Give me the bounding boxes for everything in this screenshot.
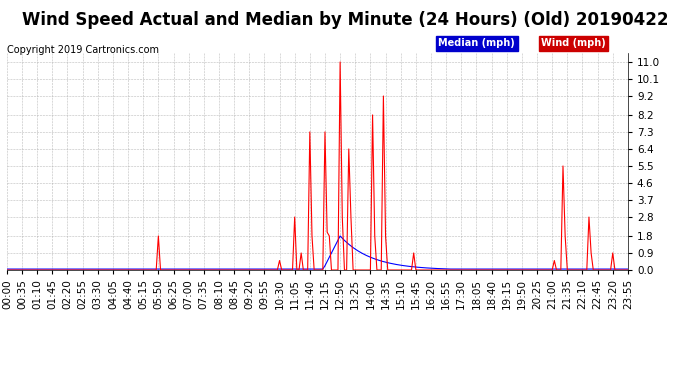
Text: Wind Speed Actual and Median by Minute (24 Hours) (Old) 20190422: Wind Speed Actual and Median by Minute (… [22, 11, 668, 29]
Text: Wind (mph): Wind (mph) [541, 38, 606, 48]
Text: Copyright 2019 Cartronics.com: Copyright 2019 Cartronics.com [7, 45, 159, 55]
Text: Median (mph): Median (mph) [439, 38, 515, 48]
